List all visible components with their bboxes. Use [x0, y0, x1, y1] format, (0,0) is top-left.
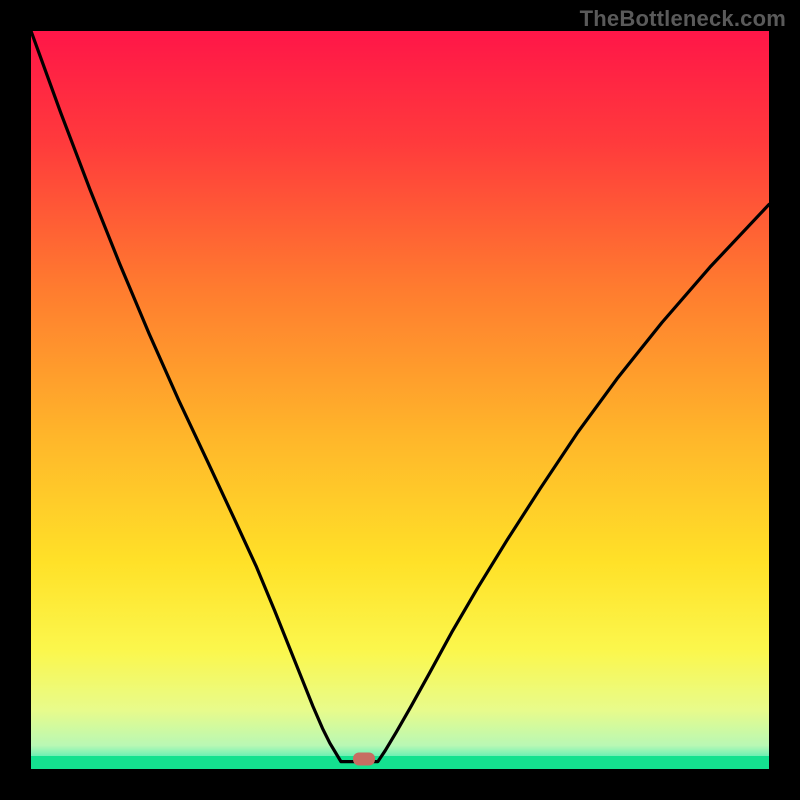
bottleneck-curve	[31, 31, 769, 762]
optimum-marker	[353, 753, 375, 766]
plot-area	[31, 31, 769, 769]
chart-container: TheBottleneck.com	[0, 0, 800, 800]
curve-svg	[31, 31, 769, 769]
watermark-text: TheBottleneck.com	[580, 6, 786, 32]
